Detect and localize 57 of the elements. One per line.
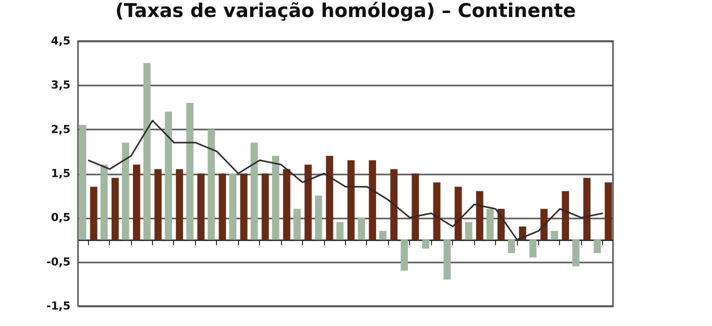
y-tick-label: 3,5	[51, 78, 70, 92]
bar	[186, 102, 194, 240]
bar	[379, 230, 386, 240]
bar	[444, 240, 451, 280]
bar	[304, 164, 312, 240]
bar	[336, 222, 344, 240]
bar	[164, 112, 172, 240]
bar	[100, 164, 108, 240]
bar	[294, 208, 301, 240]
bar	[283, 169, 290, 240]
bar	[176, 169, 184, 240]
bar	[143, 63, 151, 240]
bar	[122, 142, 130, 240]
bar	[550, 230, 558, 240]
bar	[604, 182, 612, 240]
bar	[208, 129, 215, 240]
bar	[90, 186, 98, 240]
bar	[250, 142, 258, 240]
bar	[529, 240, 537, 258]
bar	[540, 208, 548, 240]
bar	[412, 174, 419, 240]
bar	[583, 178, 590, 240]
chart-title: (Taxas de variação homóloga) – Continente	[115, 0, 576, 22]
bar	[154, 169, 162, 240]
bar	[229, 174, 236, 240]
y-tick-label: 4,5	[51, 34, 70, 48]
bar	[218, 174, 226, 240]
bar	[262, 174, 269, 240]
bar	[498, 208, 505, 240]
bar	[347, 160, 355, 240]
bar	[486, 208, 494, 240]
y-tick-label: -1,5	[46, 300, 70, 312]
bar	[326, 156, 334, 240]
bar	[390, 169, 398, 240]
bar	[79, 124, 86, 240]
y-tick-label: 0,5	[51, 211, 70, 224]
bar	[133, 164, 140, 240]
y-tick-label: 1,5	[51, 167, 70, 180]
bar	[465, 222, 472, 240]
bar	[197, 174, 205, 240]
bar	[594, 240, 601, 253]
bar	[240, 174, 248, 240]
bar	[112, 178, 119, 240]
bar	[562, 191, 570, 240]
bar	[572, 240, 580, 266]
bar	[272, 156, 280, 240]
bar	[422, 240, 430, 249]
bar	[476, 191, 484, 240]
bar	[433, 182, 440, 240]
y-tick-label: 2,5	[51, 122, 70, 136]
y-tick-label: -0,5	[46, 255, 70, 268]
bar	[358, 218, 366, 240]
bar	[368, 160, 376, 240]
bar	[314, 196, 322, 240]
bar	[454, 186, 462, 240]
bar	[400, 240, 408, 271]
bar	[508, 240, 516, 253]
